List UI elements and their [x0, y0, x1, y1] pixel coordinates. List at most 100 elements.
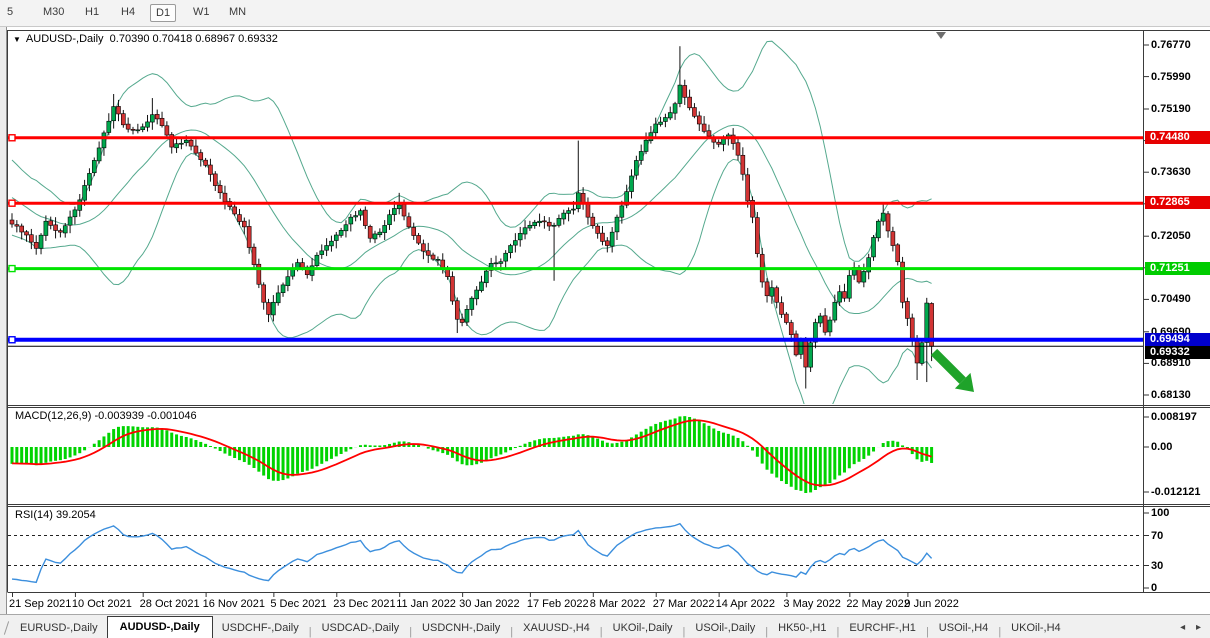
candle-bearish	[793, 333, 799, 356]
timeframe-button-h1[interactable]: H1	[85, 6, 100, 18]
candle-bearish	[885, 213, 891, 232]
candle-bullish	[382, 225, 387, 233]
candle-bearish	[459, 318, 465, 323]
tab-divider: |	[765, 626, 769, 638]
candle-bullish	[667, 112, 673, 119]
hline-drag-handle[interactable]	[8, 264, 16, 273]
symbol-tab-usdchf-daily[interactable]: USDCHF-,Daily	[221, 622, 299, 634]
candle-bullish	[575, 192, 581, 209]
candle-bullish	[372, 233, 378, 240]
trend-arrow-shaft[interactable]	[930, 348, 966, 384]
hline-drag-handle[interactable]	[8, 199, 16, 207]
candle-bearish	[232, 206, 237, 215]
macd-signal-line	[11, 419, 932, 487]
candle-bearish	[401, 204, 407, 217]
candle-bullish	[82, 185, 87, 201]
symbol-tab-eurusd-daily[interactable]: EURUSD-,Daily	[20, 622, 98, 634]
timeframe-button-5[interactable]: 5	[7, 6, 14, 18]
timeframe-button-w1[interactable]: W1	[193, 6, 210, 18]
candle-bearish	[193, 145, 199, 154]
bollinger-lower-band	[11, 152, 933, 404]
symbol-tab-ukoil-h4[interactable]: UKOil-,H4	[1011, 622, 1061, 634]
candle-bullish	[479, 281, 484, 291]
candle-bullish	[614, 216, 620, 233]
timeframe-button-h4[interactable]: H4	[121, 6, 136, 18]
candle-bullish	[551, 224, 557, 227]
symbol-tab-xauusd-h4[interactable]: XAUUSD-,H4	[523, 622, 590, 634]
candle-bullish	[503, 252, 508, 262]
candle-bullish	[837, 291, 842, 303]
candle-bullish	[827, 319, 833, 333]
hline-drag-handle[interactable]	[8, 134, 16, 142]
chart-title: ▼ AUDUSD-,Daily 0.70390 0.70418 0.68967 0…	[13, 33, 278, 45]
candle-bullish	[183, 139, 189, 144]
date-axis-label: 14 Apr 2022	[715, 598, 775, 610]
timeframe-button-mn[interactable]: MN	[229, 6, 247, 18]
candle-bearish	[130, 128, 136, 131]
symbol-tab-audusd-daily[interactable]: AUDUSD-,Daily	[106, 616, 213, 638]
candle-bearish	[750, 199, 755, 218]
symbol-tab-hk50-h1[interactable]: HK50-,H1	[778, 622, 827, 634]
candle-bearish	[745, 174, 750, 202]
candle-bullish	[314, 254, 320, 266]
period-toolbar: 5 M30 H1 H4 D1 W1 MN	[0, 0, 1210, 27]
candle-bearish	[788, 322, 794, 335]
candle-bullish	[319, 250, 325, 255]
chart-shift-marker-icon[interactable]	[936, 32, 946, 39]
candle-bearish	[701, 123, 707, 132]
candle-bearish	[842, 291, 847, 299]
candle-bearish	[450, 276, 455, 302]
symbol-tab-usdcad-daily[interactable]: USDCAD-,Daily	[321, 622, 400, 634]
timeframe-button-m30[interactable]: M30	[43, 6, 65, 18]
candle-bullish	[629, 175, 634, 192]
candle-bullish	[876, 220, 881, 239]
candle-bearish	[590, 216, 596, 227]
symbol-tab-usoil-daily[interactable]: USOil-,Daily	[695, 622, 756, 634]
candle-bullish	[871, 237, 876, 258]
candle-bullish	[484, 270, 489, 284]
candle-bearish	[411, 227, 417, 236]
candle-bullish	[106, 120, 112, 133]
candle-bullish	[634, 160, 639, 176]
candle-bullish	[498, 261, 504, 264]
rsi-indicator-label: RSI(14) 39.2054	[15, 509, 96, 521]
candle-bullish	[101, 132, 107, 149]
candle-bullish	[643, 139, 649, 152]
candle-bullish	[77, 199, 83, 211]
symbol-tab-usoil-h4[interactable]: USOil-,H4	[938, 622, 989, 634]
hline-price-flag: 0.72865	[1145, 196, 1210, 210]
macd-indicator-label: MACD(12,26,9) -0.003939 -0.001046	[15, 410, 197, 422]
macd-axis-tick-label: -0.012121	[1151, 486, 1201, 498]
candle-bullish	[513, 240, 518, 246]
timeframe-button-d1[interactable]: D1	[150, 4, 177, 22]
tab-scroll-arrows[interactable]: ◂ ▸	[1180, 622, 1205, 633]
symbol-tab-eurchf-h1[interactable]: EURCHF-,H1	[849, 622, 916, 634]
candle-bearish	[53, 224, 58, 231]
symbol-tab-ukoil-daily[interactable]: UKOil-,Daily	[612, 622, 673, 634]
main-chart-panel[interactable]	[9, 40, 934, 420]
symbol-tab-usdcnh-daily[interactable]: USDCNH-,Daily	[422, 622, 501, 634]
candle-bearish	[425, 250, 431, 256]
candle-bearish	[914, 338, 920, 364]
rsi-panel[interactable]	[8, 522, 1143, 584]
candle-bearish	[48, 220, 54, 226]
candle-bullish	[527, 224, 533, 229]
candle-bearish	[222, 192, 228, 203]
candle-bearish	[203, 159, 208, 166]
candle-bullish	[556, 218, 562, 226]
date-axis-label: 30 Jan 2022	[459, 598, 520, 610]
macd-axis-tick-label: 0.008197	[1151, 411, 1197, 423]
current-price-flag: 0.69332	[1145, 346, 1210, 360]
down-arrow-annotation[interactable]	[954, 372, 974, 392]
candle-bullish	[150, 114, 155, 123]
macd-panel[interactable]	[10, 416, 934, 493]
candle-bullish	[87, 173, 92, 186]
hline-drag-handle[interactable]	[8, 336, 16, 344]
candle-bearish	[29, 234, 34, 243]
chevron-down-icon[interactable]: ▼	[13, 35, 21, 44]
candle-bullish	[271, 301, 276, 316]
candle-bearish	[24, 231, 29, 236]
candle-bearish	[706, 130, 712, 137]
candle-bullish	[847, 275, 852, 299]
